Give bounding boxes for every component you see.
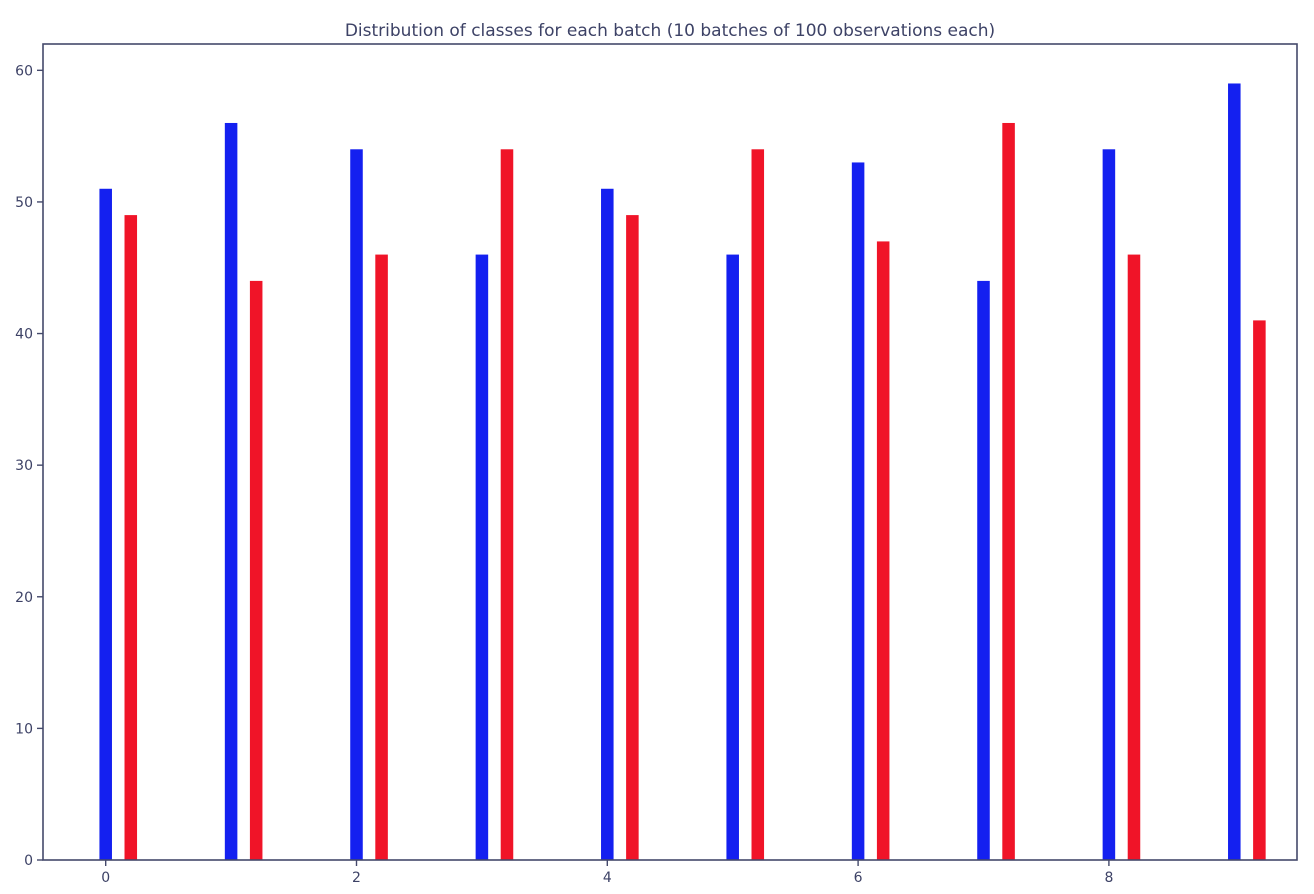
y-tick-label: 50 xyxy=(15,195,33,211)
x-tick-label: 2 xyxy=(352,870,361,886)
y-axis: 0 10 20 30 40 50 60 xyxy=(15,63,43,869)
bar-series-2-batch-4 xyxy=(626,215,639,861)
bar-series-2-batch-6 xyxy=(876,241,890,861)
bar-series-1-batch-4 xyxy=(601,188,614,860)
bar-series-2-batch-3 xyxy=(500,149,514,861)
y-tick-label: 60 xyxy=(15,63,33,79)
plot-frame xyxy=(42,43,1298,861)
y-tick-label: 30 xyxy=(15,458,33,474)
x-tick-label: 0 xyxy=(101,870,110,886)
chart-title: Distribution of classes for each batch (… xyxy=(345,21,995,41)
x-tick-label: 8 xyxy=(1104,870,1113,886)
bar-series-1-batch-5 xyxy=(726,254,739,860)
bar-series-1-batch-6 xyxy=(851,162,865,860)
y-tick-label: 10 xyxy=(15,721,33,737)
bar-series-1-batch-2 xyxy=(350,149,363,861)
bars-layer xyxy=(99,83,1266,861)
bar-series-2-batch-2 xyxy=(375,254,388,860)
bar-series-1-batch-3 xyxy=(475,254,489,860)
bar-series-2-batch-1 xyxy=(249,280,263,860)
bar-series-1-batch-8 xyxy=(1102,149,1116,861)
x-tick-label: 4 xyxy=(603,870,612,886)
bar-series-1-batch-7 xyxy=(977,280,990,860)
y-tick-label: 20 xyxy=(15,590,33,606)
bar-series-2-batch-5 xyxy=(751,149,765,861)
x-axis: 0 2 4 6 8 xyxy=(101,860,1113,886)
bar-series-2-batch-8 xyxy=(1127,254,1141,860)
y-tick-label: 0 xyxy=(24,853,33,869)
y-tick-label: 40 xyxy=(15,327,33,343)
bar-series-1-batch-1 xyxy=(224,122,238,861)
x-tick-label: 6 xyxy=(854,870,863,886)
bar-series-2-batch-9 xyxy=(1253,320,1266,860)
bar-series-2-batch-7 xyxy=(1002,122,1015,861)
bar-series-2-batch-0 xyxy=(124,215,138,861)
bar-series-1-batch-0 xyxy=(99,188,112,860)
bar-series-1-batch-9 xyxy=(1228,83,1241,861)
